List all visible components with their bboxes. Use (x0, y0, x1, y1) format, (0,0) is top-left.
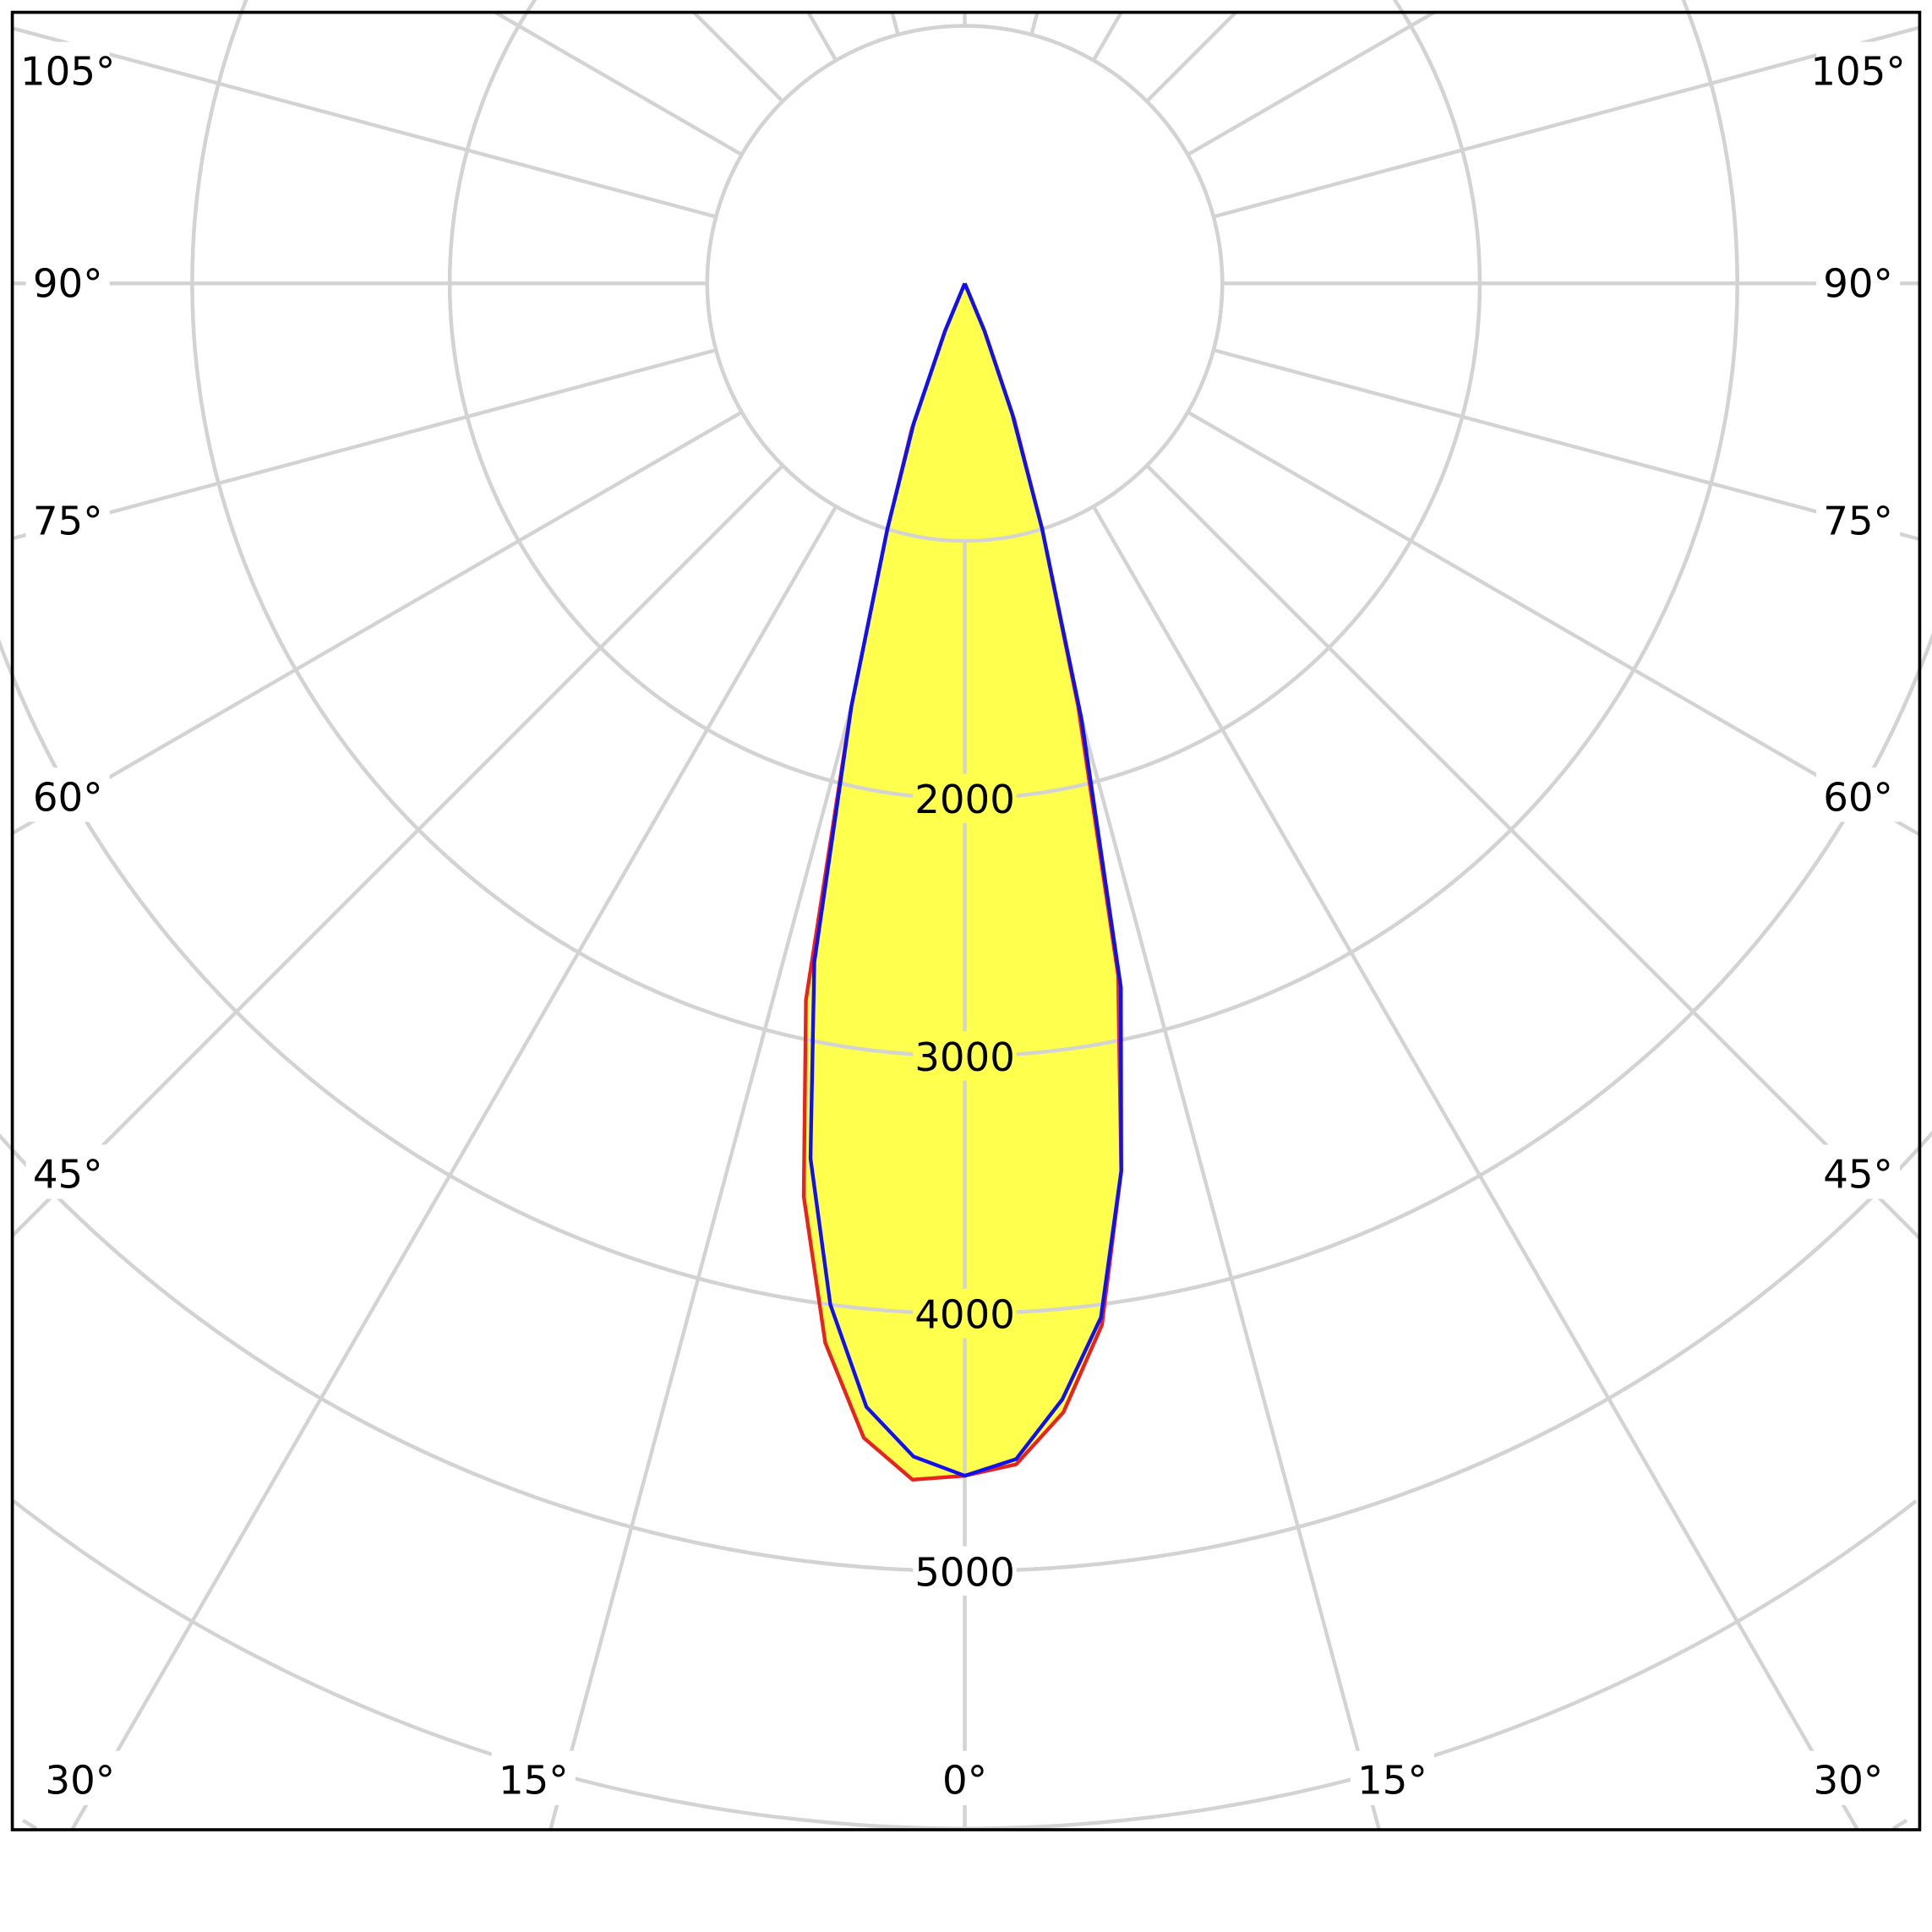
ring-label-bg (913, 1031, 1017, 1081)
angle-label-bg (25, 41, 110, 96)
angle-label-bg (1815, 41, 1901, 96)
ring-label: 2000 (914, 778, 1015, 823)
series-line-1 (808, 282, 1123, 1478)
ring-label: 4000 (914, 1293, 1015, 1339)
grid-spoke (70, 505, 838, 1831)
angle-label: 15° (499, 1759, 569, 1804)
grid-spoke (12, 26, 717, 219)
grid-spoke (806, 11, 838, 62)
ring-labels: 2000 3000 4000 5000 (913, 773, 1017, 1596)
angle-label-bg (1815, 491, 1901, 546)
angle-label-bg (1815, 1144, 1901, 1199)
angle-label: 75° (33, 499, 103, 545)
grid-spoke (890, 12, 900, 35)
grid-spoke (1029, 12, 1040, 35)
angle-label: 90° (1823, 261, 1893, 307)
angle-label: 105° (1810, 50, 1905, 96)
angle-label: 15° (1357, 1759, 1427, 1804)
angle-label: 60° (33, 775, 103, 821)
ring-label-bg (913, 773, 1017, 823)
angle-label-bg (922, 1750, 1007, 1805)
angle-label: 105° (20, 50, 115, 96)
grid-spoke (1213, 348, 1920, 542)
grid-ring (12, 1499, 1918, 1831)
grid-spoke (1091, 505, 1859, 1831)
angle-label: 30° (45, 1759, 115, 1804)
plot-frame (10, 10, 1922, 1831)
angle-label: 75° (1823, 499, 1893, 545)
angle-label: 0° (942, 1759, 987, 1804)
grid-spoke (11, 410, 743, 835)
grid-spoke (12, 348, 717, 541)
grid-spoke (1145, 11, 1237, 103)
angle-label-bg (491, 1750, 576, 1805)
ring-label: 5000 (914, 1550, 1015, 1596)
grid-spoke (494, 10, 743, 156)
angle-label: 60° (1823, 775, 1893, 821)
angle-label: 90° (33, 261, 103, 307)
grid-spoke (1029, 532, 1381, 1831)
grid-spoke (1091, 11, 1123, 62)
grid-spoke (1145, 464, 1921, 1240)
angle-label-bg (1806, 1750, 1891, 1805)
angle-label: 45° (1823, 1152, 1893, 1198)
grid-spoke (548, 532, 900, 1831)
grid-spoke (11, 464, 784, 1237)
angle-labels: 105° 90° 75° 60° 45° 105° 90° 75° 60° 45° 30° 15° 0°… (20, 41, 1906, 1805)
angle-label-bg (1815, 767, 1901, 822)
grid-spoke (1187, 10, 1436, 156)
grid-spoke (1213, 25, 1920, 219)
angle-label-bg (25, 254, 110, 308)
ring-label-bg (913, 1546, 1017, 1596)
angle-label-bg (25, 1144, 110, 1199)
angle-label-bg (25, 767, 110, 822)
ring-label-bg (913, 1288, 1017, 1339)
grid-spoke (1187, 410, 1921, 837)
angle-label-bg (38, 1750, 123, 1805)
angle-label-bg (25, 491, 110, 546)
angle-label: 45° (33, 1152, 103, 1198)
ring-label: 3000 (914, 1035, 1015, 1081)
angle-label: 30° (1814, 1759, 1884, 1804)
angle-label-bg (1350, 1750, 1435, 1805)
curves (0, 0, 1932, 1830)
angle-label-bg (1815, 254, 1901, 308)
grid-spoke (692, 11, 784, 103)
grid-ring (21, 1819, 1908, 1831)
